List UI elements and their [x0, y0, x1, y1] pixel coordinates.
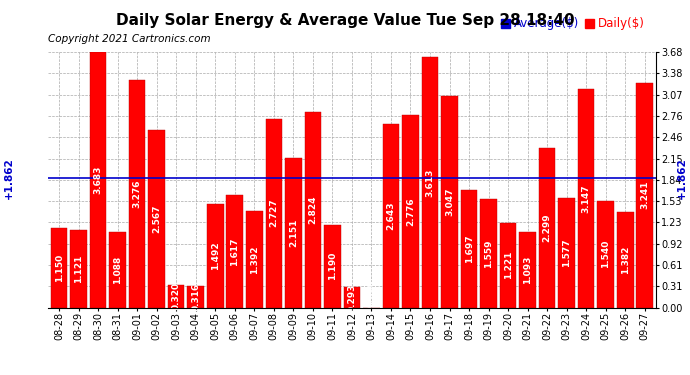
Text: 1.392: 1.392: [250, 245, 259, 273]
Text: 1.382: 1.382: [621, 245, 630, 274]
Bar: [207, 204, 224, 308]
Text: 0.000: 0.000: [367, 279, 376, 307]
Bar: [70, 230, 87, 308]
Bar: [578, 89, 595, 308]
Bar: [226, 195, 243, 308]
Bar: [168, 285, 184, 308]
Text: 2.776: 2.776: [406, 197, 415, 226]
Text: 1.190: 1.190: [328, 252, 337, 280]
Bar: [500, 223, 516, 308]
Bar: [266, 118, 282, 308]
Bar: [109, 232, 126, 308]
Text: 1.617: 1.617: [230, 237, 239, 266]
Text: 3.147: 3.147: [582, 184, 591, 213]
Text: 1.559: 1.559: [484, 239, 493, 268]
Text: Copyright 2021 Cartronics.com: Copyright 2021 Cartronics.com: [48, 34, 211, 44]
Text: 1.540: 1.540: [601, 240, 610, 268]
Text: +1.862: +1.862: [3, 158, 13, 200]
Text: +1.862: +1.862: [677, 158, 687, 200]
Bar: [558, 198, 575, 308]
Bar: [461, 190, 477, 308]
Bar: [402, 115, 419, 308]
Text: 2.151: 2.151: [289, 219, 298, 247]
Text: 1.577: 1.577: [562, 238, 571, 267]
Text: 0.293: 0.293: [347, 283, 357, 312]
Text: 2.299: 2.299: [542, 213, 551, 242]
Text: 2.643: 2.643: [386, 202, 395, 230]
Bar: [304, 112, 321, 308]
Text: 2.727: 2.727: [269, 199, 278, 227]
Text: 2.567: 2.567: [152, 204, 161, 233]
Text: Daily Solar Energy & Average Value Tue Sep 28 18:40: Daily Solar Energy & Average Value Tue S…: [116, 13, 574, 28]
Bar: [148, 130, 165, 308]
Text: 1.088: 1.088: [113, 256, 122, 284]
Text: 0.320: 0.320: [172, 282, 181, 310]
Text: 3.241: 3.241: [640, 181, 649, 210]
Text: 1.093: 1.093: [523, 255, 532, 284]
Bar: [441, 96, 458, 308]
Bar: [344, 287, 360, 308]
Bar: [129, 81, 146, 308]
Text: 3.613: 3.613: [426, 168, 435, 196]
Text: 1.697: 1.697: [464, 234, 473, 263]
Text: 0.316: 0.316: [191, 282, 200, 310]
Bar: [617, 212, 633, 308]
Text: 3.683: 3.683: [94, 166, 103, 194]
Bar: [51, 228, 68, 308]
Bar: [90, 52, 106, 308]
Text: 1.492: 1.492: [210, 242, 219, 270]
Bar: [285, 159, 302, 308]
Text: 3.047: 3.047: [445, 188, 454, 216]
Text: 2.824: 2.824: [308, 195, 317, 224]
Legend: Average($), Daily($): Average($), Daily($): [496, 12, 649, 35]
Bar: [636, 83, 653, 308]
Text: 1.121: 1.121: [74, 255, 83, 283]
Bar: [539, 148, 555, 308]
Bar: [520, 232, 536, 308]
Text: 1.150: 1.150: [55, 254, 63, 282]
Bar: [422, 57, 438, 308]
Bar: [246, 211, 263, 308]
Bar: [188, 286, 204, 308]
Bar: [480, 200, 497, 308]
Bar: [598, 201, 614, 308]
Text: 3.276: 3.276: [132, 180, 141, 208]
Bar: [324, 225, 341, 308]
Bar: [383, 124, 400, 308]
Text: 1.221: 1.221: [504, 251, 513, 279]
